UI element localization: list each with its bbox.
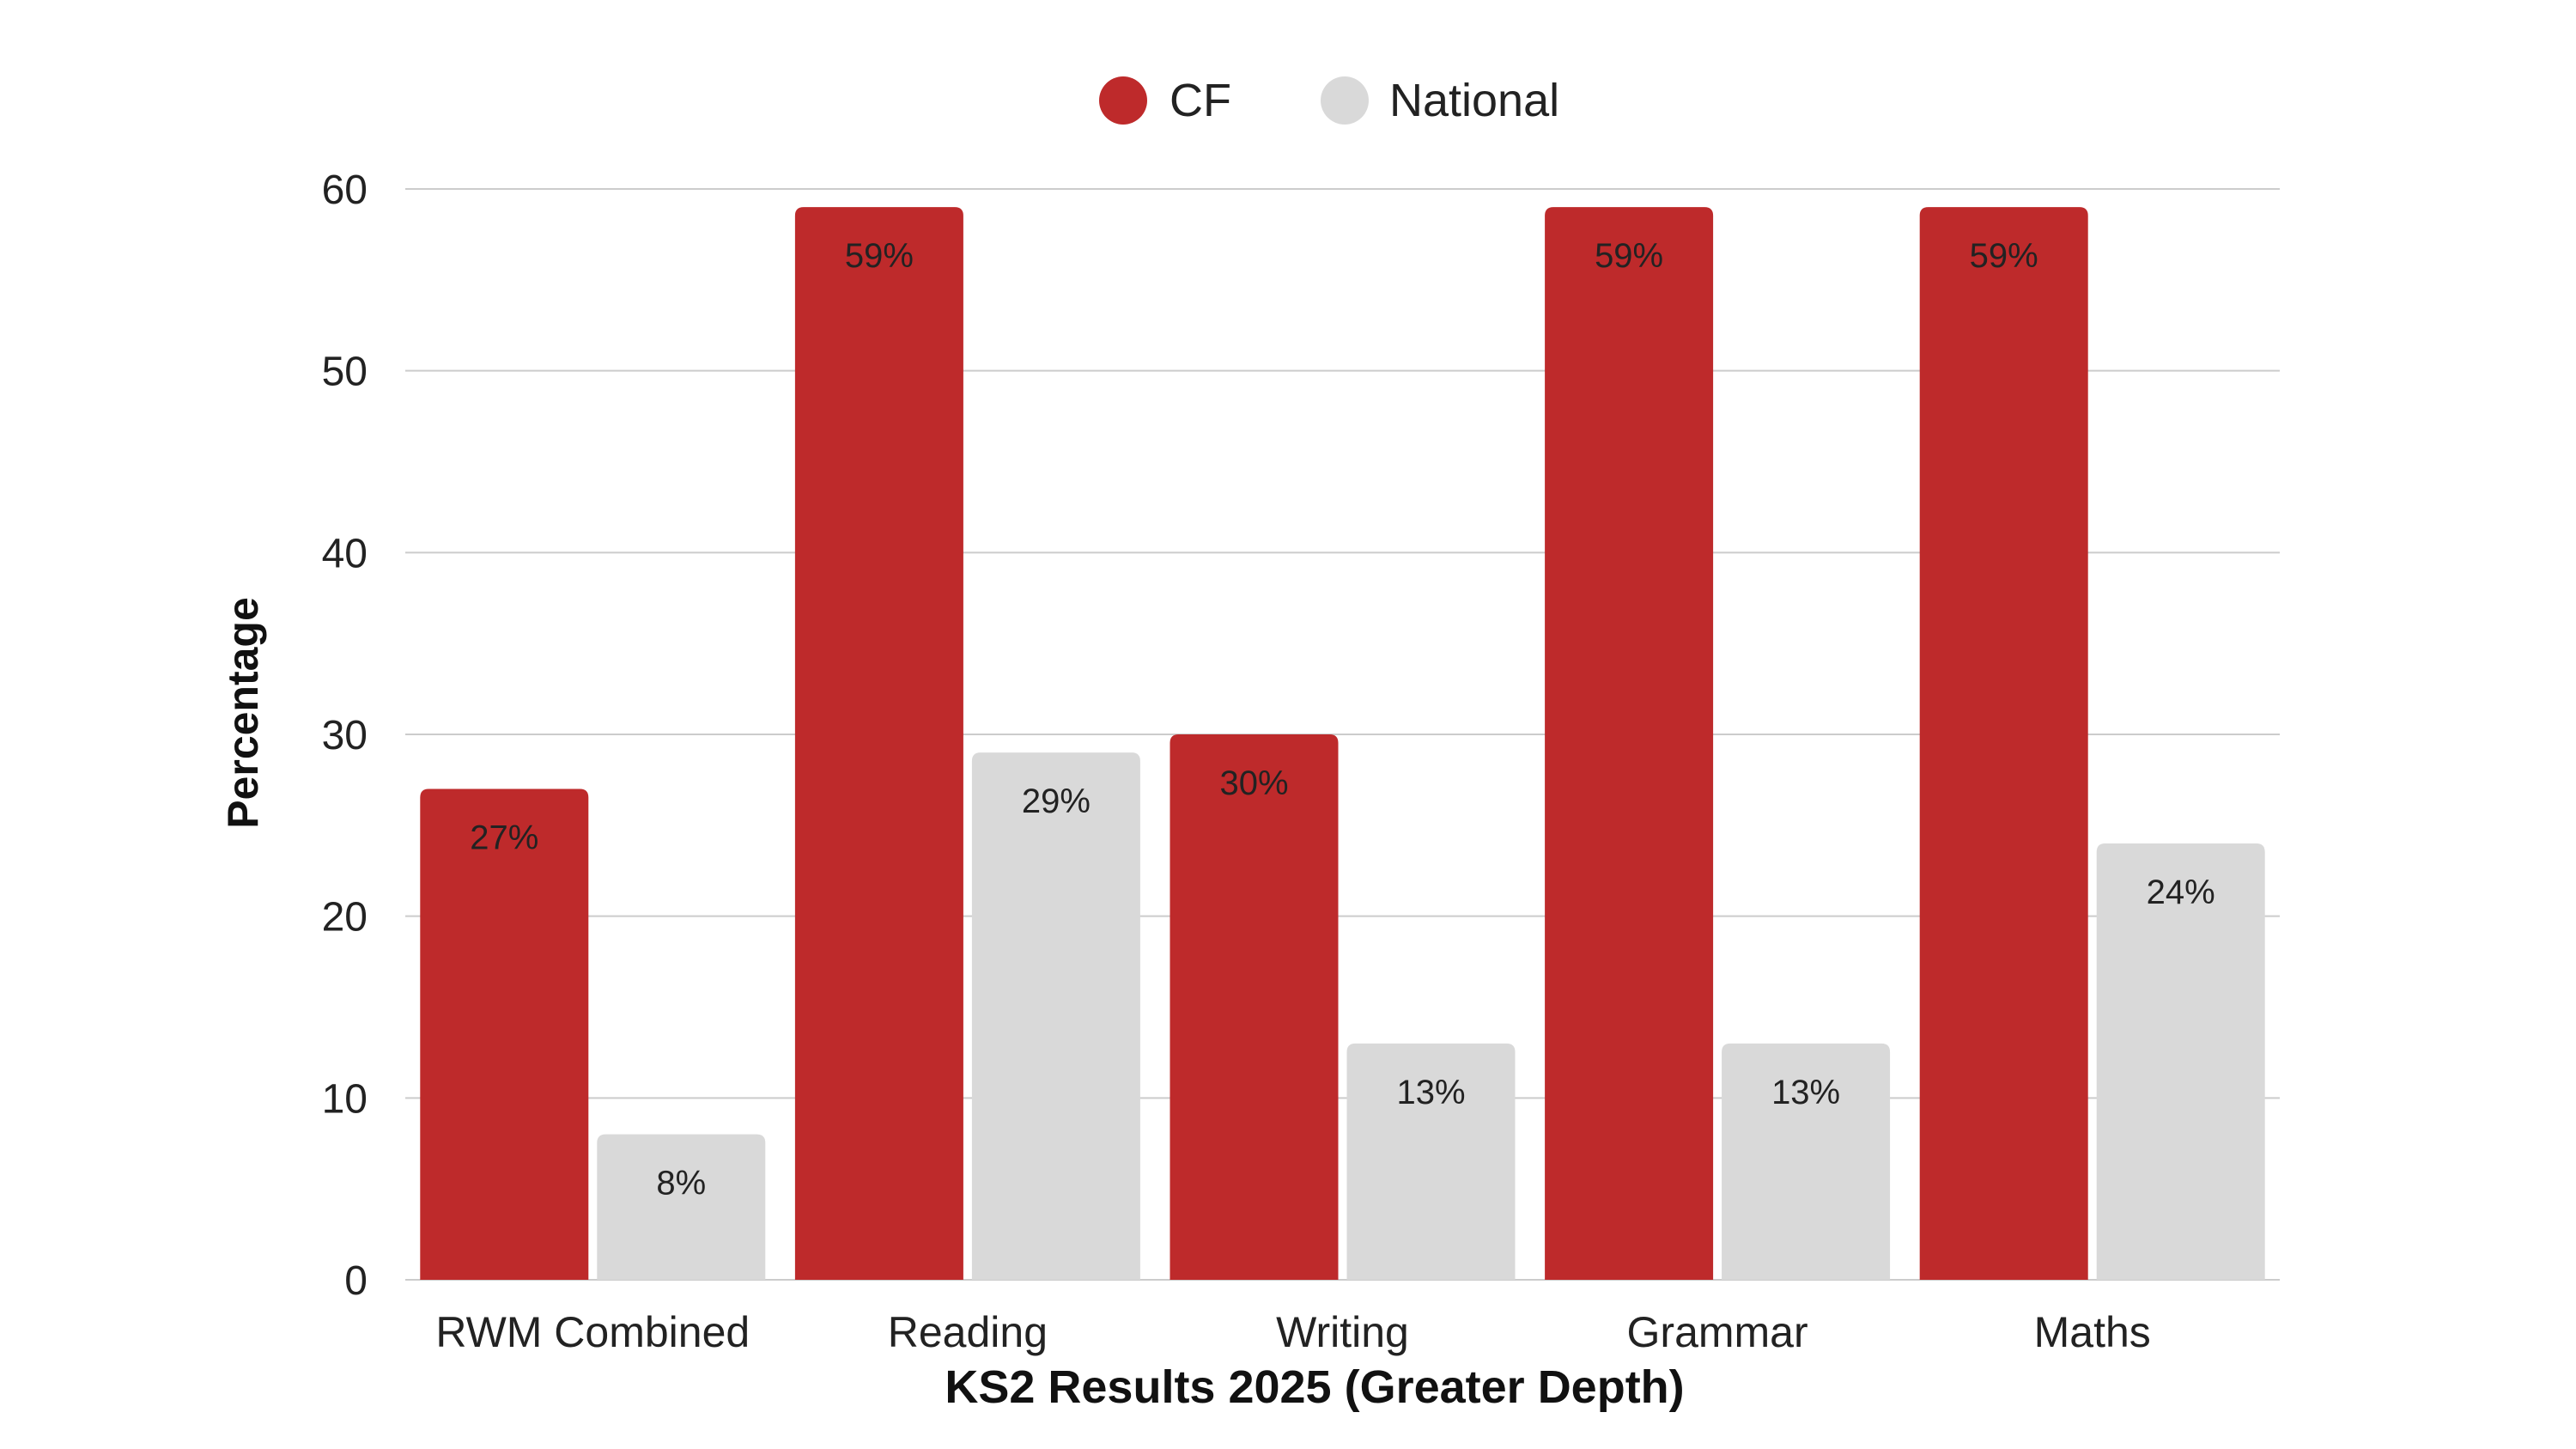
y-tick-0: 0 bbox=[344, 1258, 368, 1304]
legend-swatch-national bbox=[1321, 76, 1369, 125]
x-tick-rwm-combined: RWM Combined bbox=[435, 1308, 750, 1356]
y-tick-60: 60 bbox=[322, 167, 368, 213]
data-label-national-maths: 24% bbox=[2147, 874, 2215, 911]
bar-cf-writing bbox=[1170, 734, 1339, 1280]
data-labels: 27% 8% 59% 29% 30% 13% 59% 13% 59% 24% bbox=[470, 237, 2215, 1202]
data-label-cf-rwm-combined: 27% bbox=[470, 819, 538, 857]
y-tick-20: 20 bbox=[322, 895, 368, 941]
bars bbox=[420, 207, 2265, 1281]
y-axis-ticks: 0 10 20 30 40 50 60 bbox=[322, 167, 368, 1304]
y-tick-30: 30 bbox=[322, 713, 368, 758]
y-tick-50: 50 bbox=[322, 350, 368, 395]
data-label-national-grammar: 13% bbox=[1771, 1074, 1840, 1111]
data-label-national-reading: 29% bbox=[1022, 782, 1091, 820]
data-label-national-writing: 13% bbox=[1396, 1074, 1465, 1111]
x-tick-maths: Maths bbox=[2034, 1308, 2151, 1356]
y-tick-10: 10 bbox=[322, 1076, 368, 1122]
y-tick-40: 40 bbox=[322, 531, 368, 576]
x-tick-grammar: Grammar bbox=[1627, 1308, 1808, 1356]
data-label-cf-grammar: 59% bbox=[1595, 237, 1663, 275]
legend-label-cf: CF bbox=[1170, 75, 1231, 126]
x-tick-reading: Reading bbox=[888, 1308, 1048, 1356]
legend-swatch-cf bbox=[1099, 76, 1147, 125]
data-label-cf-maths: 59% bbox=[1970, 237, 2038, 275]
bar-cf-reading bbox=[794, 207, 963, 1281]
data-label-national-rwm-combined: 8% bbox=[656, 1165, 706, 1202]
y-axis-title: Percentage bbox=[219, 597, 267, 829]
data-label-cf-writing: 30% bbox=[1219, 764, 1288, 802]
x-axis-categories: RWM Combined Reading Writing Grammar Maths bbox=[435, 1308, 2150, 1356]
bar-cf-grammar bbox=[1545, 207, 1714, 1281]
legend: CF National bbox=[1099, 75, 1559, 126]
bar-national-rwm-combined bbox=[597, 1134, 766, 1280]
bar-national-writing bbox=[1346, 1043, 1516, 1280]
data-label-cf-reading: 59% bbox=[845, 237, 914, 275]
bar-cf-rwm-combined bbox=[420, 788, 589, 1280]
x-axis-title: KS2 Results 2025 (Greater Depth) bbox=[945, 1361, 1684, 1413]
bar-national-reading bbox=[971, 752, 1140, 1280]
bar-cf-maths bbox=[1919, 207, 2088, 1281]
bar-national-grammar bbox=[1722, 1043, 1891, 1280]
bar-national-maths bbox=[2096, 843, 2265, 1280]
legend-label-national: National bbox=[1389, 75, 1559, 126]
gridlines bbox=[405, 188, 2280, 1281]
x-tick-writing: Writing bbox=[1276, 1308, 1409, 1356]
